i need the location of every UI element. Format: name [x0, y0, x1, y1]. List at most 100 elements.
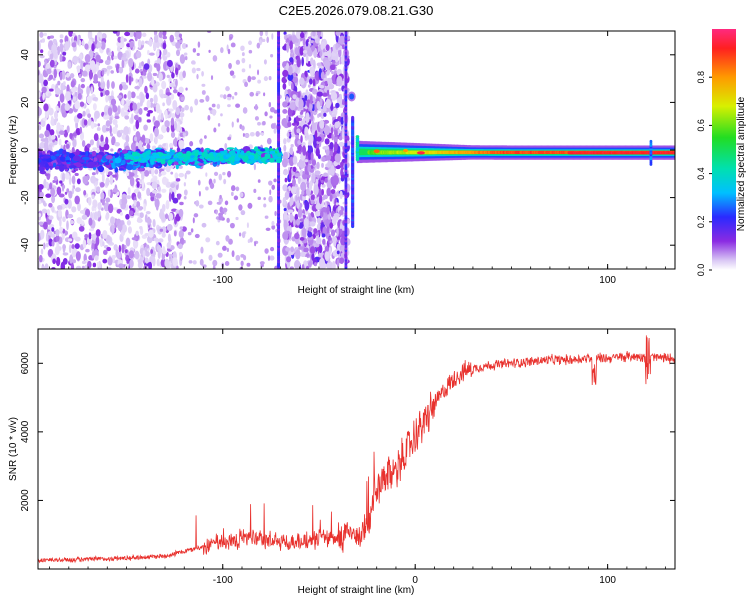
noise-speckle — [74, 236, 81, 242]
noise-speckle — [48, 74, 54, 80]
noise-speckle — [212, 265, 216, 269]
noise-speckle — [69, 132, 73, 140]
noise-speckle — [212, 55, 218, 62]
noise-speckle — [227, 104, 231, 108]
noise-speckle — [50, 187, 56, 197]
noise-speckle — [95, 229, 101, 237]
noise-speckle — [53, 110, 59, 120]
noise-speckle — [241, 57, 246, 64]
noise-speckle — [190, 228, 194, 233]
noise-speckle — [235, 254, 241, 262]
noise-speckle — [92, 262, 97, 268]
noisy-band-core — [246, 160, 252, 164]
noise-speckle — [216, 201, 222, 205]
noise-speckle — [295, 249, 301, 260]
noise-speckle — [125, 237, 131, 247]
noise-speckle — [126, 220, 132, 226]
noise-speckle — [144, 257, 149, 264]
noise-speckle — [188, 260, 193, 264]
noise-speckle — [282, 109, 288, 114]
noise-speckle — [113, 105, 118, 113]
noise-speckle — [41, 208, 48, 214]
noise-speckle — [51, 43, 57, 54]
noise-speckle — [97, 210, 101, 218]
noisy-band — [80, 151, 86, 156]
noisy-band-core — [208, 152, 214, 158]
noise-speckle — [125, 74, 129, 83]
noise-speckle — [205, 186, 209, 191]
noise-speckle — [142, 71, 147, 76]
noisy-band-core — [275, 158, 282, 164]
noise-speckle — [81, 214, 88, 220]
noise-speckle — [84, 43, 89, 50]
noise-speckle — [125, 50, 130, 59]
noise-speckle — [64, 172, 70, 180]
noise-speckle — [172, 99, 178, 110]
noise-speckle — [299, 237, 305, 241]
noise-speckle — [212, 259, 218, 267]
noise-speckle — [181, 42, 187, 49]
noise-speckle — [84, 54, 91, 63]
noise-speckle — [185, 87, 188, 91]
noise-speckle — [72, 55, 78, 65]
noise-speckle — [307, 231, 313, 238]
noise-speckle — [335, 42, 339, 51]
noise-speckle — [303, 247, 309, 253]
noise-speckle — [84, 233, 89, 239]
noise-speckle — [112, 118, 118, 126]
noise-speckle — [328, 83, 335, 90]
noise-speckle — [283, 31, 287, 35]
noise-speckle — [192, 217, 195, 224]
noise-speckle — [66, 220, 69, 231]
noise-speckle — [229, 222, 235, 229]
noise-speckle — [316, 223, 320, 231]
noise-speckle — [62, 184, 66, 189]
noise-speckle — [162, 31, 167, 37]
noise-speckle — [99, 33, 103, 39]
noise-speckle — [54, 210, 57, 214]
noise-speckle — [102, 229, 108, 239]
noise-speckle — [104, 111, 108, 116]
noise-speckle — [71, 187, 75, 195]
noise-speckle — [300, 181, 307, 192]
noise-speckle — [117, 105, 121, 115]
noise-speckle — [43, 140, 49, 151]
noise-speckle — [162, 48, 168, 56]
noise-speckle — [256, 42, 261, 49]
noise-speckle — [105, 127, 110, 132]
noise-speckle — [161, 124, 167, 134]
noise-speckle — [287, 121, 292, 128]
noise-speckle — [146, 143, 151, 150]
noise-speckle — [217, 252, 223, 258]
noise-speckle — [292, 155, 298, 165]
noise-speckle — [192, 260, 197, 265]
noise-speckle — [48, 215, 54, 220]
noise-speckle — [254, 241, 257, 247]
noise-speckle — [96, 41, 102, 48]
noise-speckle — [180, 117, 184, 121]
noise-speckle — [162, 42, 167, 50]
noise-speckle — [101, 207, 104, 211]
noise-speckle — [64, 41, 70, 51]
noise-speckle — [304, 76, 307, 82]
noise-speckle — [288, 65, 293, 76]
noise-speckle — [205, 172, 208, 177]
noise-speckle — [309, 168, 315, 173]
noise-speckle — [126, 171, 130, 177]
noise-speckle — [242, 107, 248, 114]
noise-speckle — [128, 75, 132, 86]
noise-speckle — [79, 126, 83, 134]
noise-speckle — [292, 76, 298, 84]
noise-speckle — [39, 191, 44, 198]
noise-speckle — [91, 250, 95, 259]
noise-speckle — [97, 81, 101, 88]
noise-speckle — [146, 138, 150, 144]
noise-speckle — [146, 113, 150, 117]
noise-speckle — [284, 168, 288, 176]
noise-speckle — [143, 203, 147, 212]
noise-speckle — [121, 196, 128, 206]
noise-speckle — [183, 189, 188, 196]
noise-speckle — [105, 136, 109, 146]
noise-speckle — [324, 177, 328, 183]
noise-speckle — [213, 171, 219, 176]
